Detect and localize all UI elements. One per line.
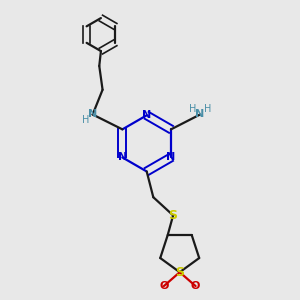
Text: H: H [204, 103, 211, 114]
Text: N: N [142, 110, 151, 120]
Text: N: N [167, 152, 176, 162]
Text: O: O [159, 281, 169, 291]
Text: N: N [195, 110, 205, 119]
Text: N: N [88, 110, 97, 119]
Text: N: N [118, 152, 127, 162]
Text: O: O [191, 281, 200, 291]
Text: S: S [175, 266, 184, 279]
Text: H: H [82, 116, 89, 125]
Text: H: H [189, 103, 196, 114]
Text: S: S [169, 209, 178, 222]
